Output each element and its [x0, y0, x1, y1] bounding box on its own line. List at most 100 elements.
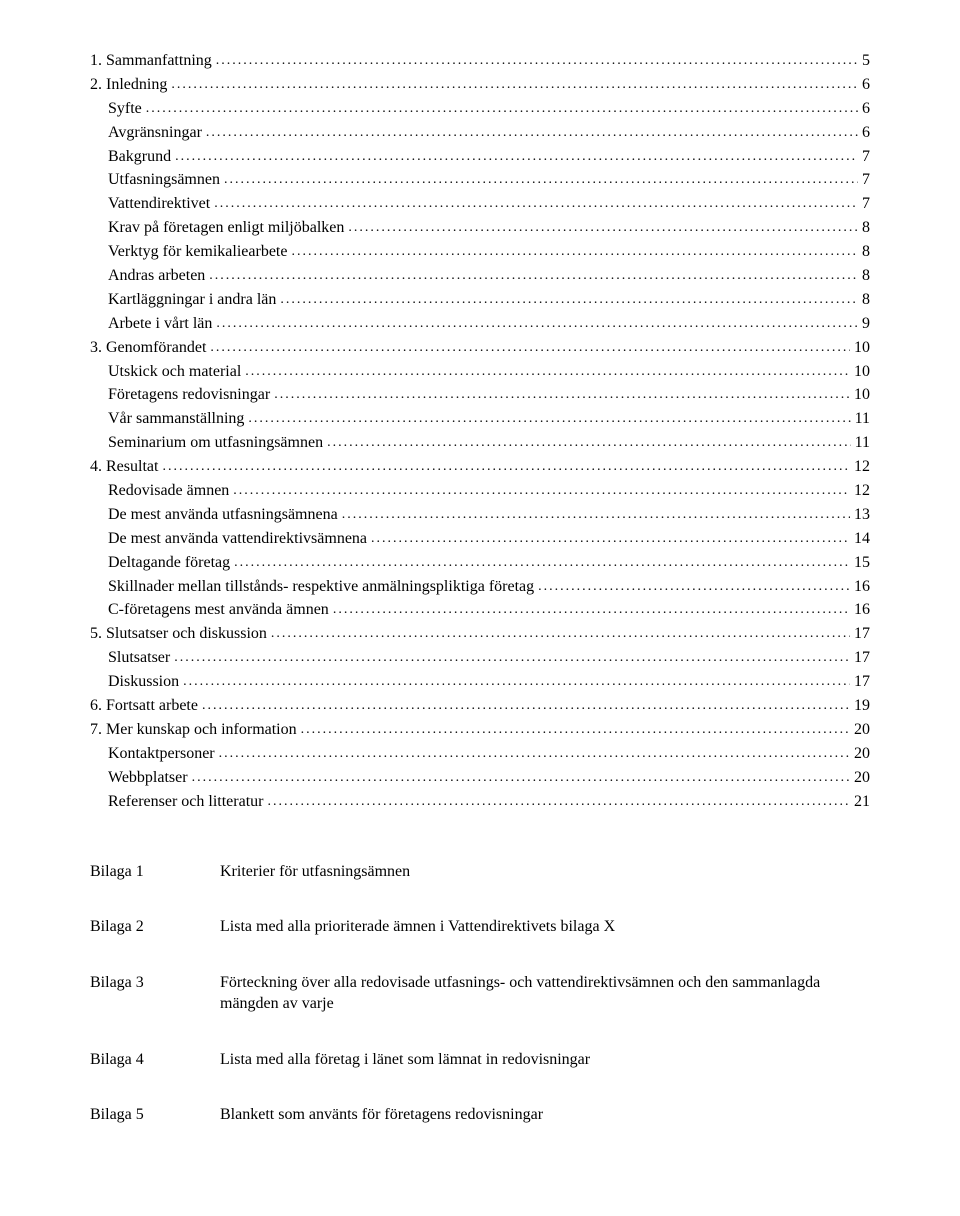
- toc-leader-dots: [212, 315, 858, 334]
- toc-entry-page: 16: [850, 599, 870, 621]
- toc-entry: Avgränsningar 6: [90, 122, 870, 144]
- toc-entry-page: 6: [858, 98, 870, 120]
- toc-entry-page: 19: [850, 695, 870, 717]
- toc-entry-page: 21: [850, 791, 870, 813]
- toc-entry-page: 20: [850, 743, 870, 765]
- toc-leader-dots: [202, 124, 858, 143]
- appendix-entry: Bilaga 3Förteckning över alla redovisade…: [90, 972, 870, 1015]
- toc-entry-label: Kontaktpersoner: [108, 743, 215, 765]
- toc-leader-dots: [142, 100, 858, 119]
- toc-entry: Arbete i vårt län9: [90, 313, 870, 335]
- toc-entry-label: 3. Genomförandet: [90, 337, 206, 359]
- toc-entry-page: 17: [850, 671, 870, 693]
- toc-entry-page: 6: [858, 74, 870, 96]
- appendix-description: Blankett som använts för företagens redo…: [220, 1104, 870, 1126]
- toc-entry: Bakgrund 7: [90, 146, 870, 168]
- toc-entry: Andras arbeten8: [90, 265, 870, 287]
- toc-leader-dots: [212, 52, 858, 71]
- toc-leader-dots: [158, 458, 850, 477]
- toc-entry-page: 11: [851, 408, 870, 430]
- toc-entry: Diskussion17: [90, 671, 870, 693]
- toc-entry: 3. Genomförandet 10: [90, 337, 870, 359]
- toc-entry-label: Skillnader mellan tillstånds- respektive…: [108, 576, 534, 598]
- toc-entry: C-företagens mest använda ämnen 16: [90, 599, 870, 621]
- toc-leader-dots: [344, 219, 858, 238]
- toc-entry: Referenser och litteratur21: [90, 791, 870, 813]
- toc-leader-dots: [167, 76, 858, 95]
- toc-entry: 4. Resultat 12: [90, 456, 870, 478]
- toc-entry: Seminarium om utfasningsämnen 11: [90, 432, 870, 454]
- toc-leader-dots: [220, 171, 858, 190]
- toc-leader-dots: [287, 243, 858, 262]
- appendix-label: Bilaga 1: [90, 861, 220, 883]
- toc-entry-label: Krav på företagen enligt miljöbalken: [108, 217, 344, 239]
- toc-entry-page: 7: [858, 193, 870, 215]
- toc-entry: De mest använda vattendirektivsämnena14: [90, 528, 870, 550]
- appendix-label: Bilaga 2: [90, 916, 220, 938]
- toc-entry: 2. Inledning 6: [90, 74, 870, 96]
- toc-entry-label: Bakgrund: [108, 146, 171, 168]
- toc-leader-dots: [263, 793, 850, 812]
- toc-leader-dots: [198, 697, 850, 716]
- toc-entry-page: 14: [850, 528, 870, 550]
- toc-entry-label: Seminarium om utfasningsämnen: [108, 432, 323, 454]
- toc-entry: Deltagande företag15: [90, 552, 870, 574]
- toc-leader-dots: [230, 554, 850, 573]
- toc-entry-label: 1. Sammanfattning: [90, 50, 212, 72]
- appendix-label: Bilaga 5: [90, 1104, 220, 1126]
- toc-entry-page: 8: [858, 217, 870, 239]
- toc-entry: 5. Slutsatser och diskussion17: [90, 623, 870, 645]
- toc-leader-dots: [323, 434, 851, 453]
- toc-entry-page: 12: [850, 480, 870, 502]
- toc-entry: Företagens redovisningar 10: [90, 384, 870, 406]
- appendix-description: Kriterier för utfasningsämnen: [220, 861, 870, 883]
- toc-leader-dots: [188, 769, 850, 788]
- toc-entry: Krav på företagen enligt miljöbalken 8: [90, 217, 870, 239]
- toc-entry-label: Andras arbeten: [108, 265, 205, 287]
- toc-entry-label: Utskick och material: [108, 361, 241, 383]
- toc-entry: Slutsatser 17: [90, 647, 870, 669]
- appendix-list: Bilaga 1Kriterier för utfasningsämnen Bil…: [90, 861, 870, 1127]
- toc-entry-page: 7: [858, 146, 870, 168]
- toc-entry-label: Avgränsningar: [108, 122, 202, 144]
- toc-entry-page: 17: [850, 623, 870, 645]
- toc-entry-page: 20: [850, 719, 870, 741]
- toc-entry-label: 4. Resultat: [90, 456, 158, 478]
- toc-entry-label: De mest använda utfasningsämnena: [108, 504, 338, 526]
- toc-entry-page: 6: [858, 122, 870, 144]
- toc-entry-label: Företagens redovisningar: [108, 384, 270, 406]
- toc-entry-page: 15: [850, 552, 870, 574]
- toc-entry: De mest använda utfasningsämnena13: [90, 504, 870, 526]
- toc-entry-label: 2. Inledning: [90, 74, 167, 96]
- toc-entry-page: 8: [858, 289, 870, 311]
- toc-leader-dots: [534, 578, 850, 597]
- appendix-description: Förteckning över alla redovisade utfasni…: [220, 972, 870, 1015]
- toc-entry-page: 10: [850, 361, 870, 383]
- toc-entry: Verktyg för kemikaliearbete8: [90, 241, 870, 263]
- appendix-label: Bilaga 3: [90, 972, 220, 994]
- toc-entry-label: Arbete i vårt län: [108, 313, 212, 335]
- appendix-description: Lista med alla prioriterade ämnen i Vatt…: [220, 916, 870, 938]
- toc-entry-page: 17: [850, 647, 870, 669]
- toc-entry-label: Slutsatser: [108, 647, 170, 669]
- toc-entry-page: 11: [851, 432, 870, 454]
- toc-leader-dots: [329, 601, 850, 620]
- toc-entry-label: Webbplatser: [108, 767, 188, 789]
- toc-entry-label: 6. Fortsatt arbete: [90, 695, 198, 717]
- toc-entry-page: 10: [850, 384, 870, 406]
- toc-entry: Utfasningsämnen7: [90, 169, 870, 191]
- toc-leader-dots: [206, 339, 850, 358]
- toc-entry-page: 12: [850, 456, 870, 478]
- toc-entry-page: 20: [850, 767, 870, 789]
- toc-entry-label: Vår sammanställning: [108, 408, 244, 430]
- appendix-description: Lista med alla företag i länet som lämna…: [220, 1049, 870, 1071]
- toc-entry-label: C-företagens mest använda ämnen: [108, 599, 329, 621]
- toc-entry: 6. Fortsatt arbete 19: [90, 695, 870, 717]
- toc-entry: Kartläggningar i andra län8: [90, 289, 870, 311]
- toc-leader-dots: [171, 148, 858, 167]
- toc-entry: Utskick och material 10: [90, 361, 870, 383]
- toc-leader-dots: [179, 673, 850, 692]
- toc-leader-dots: [367, 530, 850, 549]
- toc-entry: Kontaktpersoner 20: [90, 743, 870, 765]
- toc-entry-page: 10: [850, 337, 870, 359]
